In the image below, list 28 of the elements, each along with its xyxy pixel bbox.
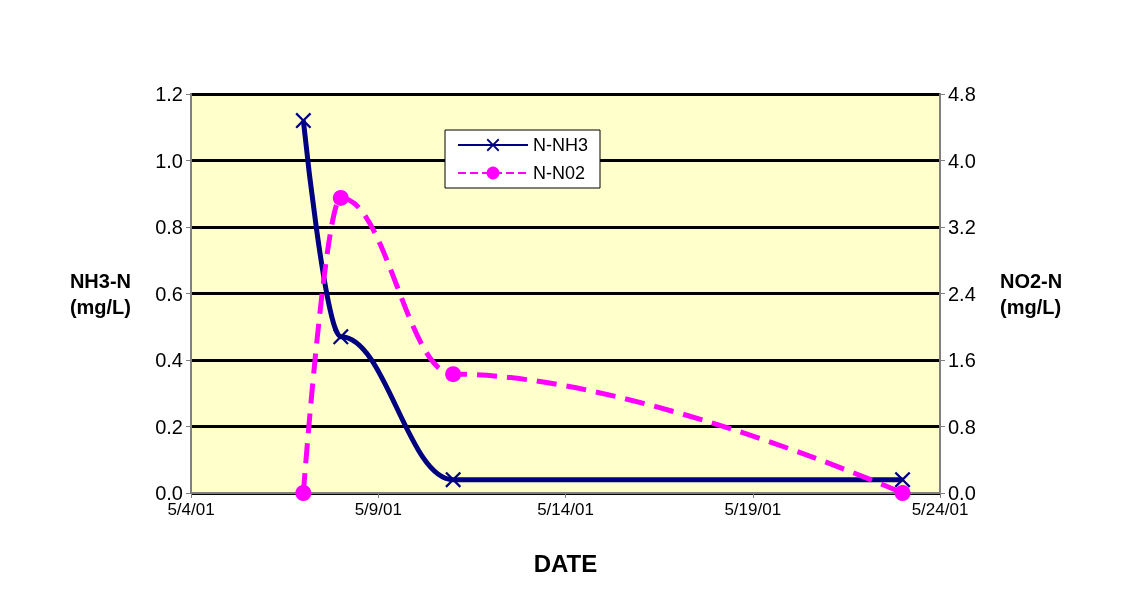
y2-tick-label: 3.2 xyxy=(948,216,976,238)
legend-label: N-NH3 xyxy=(533,135,589,155)
x-tick-label: 5/9/01 xyxy=(354,500,402,519)
point xyxy=(332,328,349,345)
y-tick-label: 0.2 xyxy=(155,415,183,438)
point xyxy=(894,485,911,501)
y2-tick-label: 1.6 xyxy=(948,349,976,371)
y-tick-label: 0.8 xyxy=(155,216,183,238)
y2-tick-label: 0.8 xyxy=(948,415,976,438)
y2-axis-title: NO2-N (mg/L) xyxy=(1000,269,1063,318)
legend-label: N-N02 xyxy=(533,163,586,183)
point xyxy=(894,471,911,488)
y-axis-title: NH3-N (mg/L) xyxy=(69,269,131,318)
point xyxy=(445,366,462,383)
y2-tick-label: 4.8 xyxy=(948,83,976,105)
x-tick-label: 5/19/01 xyxy=(724,500,782,519)
y2-tick-label: 2.4 xyxy=(948,282,976,305)
point xyxy=(445,471,462,488)
point xyxy=(295,112,312,129)
y-tick-label: 0.4 xyxy=(155,349,183,371)
point xyxy=(295,485,312,501)
y-tick-label: 0.6 xyxy=(155,282,183,305)
y2-tick-label: 4.0 xyxy=(948,149,976,172)
y-tick-label: 1.2 xyxy=(155,83,183,105)
point xyxy=(332,189,349,206)
x-axis-title: DATE xyxy=(533,549,598,577)
x-tick-label: 5/14/01 xyxy=(537,500,594,519)
y-tick-label: 1.0 xyxy=(155,149,183,172)
